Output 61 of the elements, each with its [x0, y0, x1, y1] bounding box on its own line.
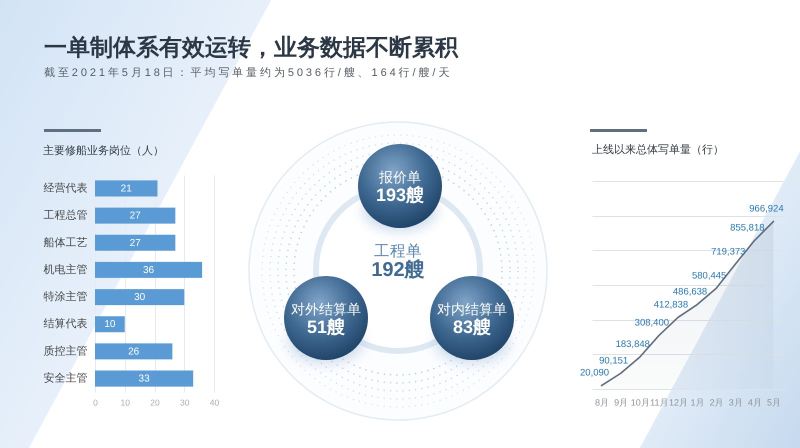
- x-tick-label: 40: [210, 398, 220, 408]
- x-tick-label: 20: [150, 398, 160, 408]
- y-tick-label: 安全主管: [44, 372, 88, 385]
- y-tick-label: 质控主管: [44, 344, 88, 358]
- x-tick-label: 10月: [630, 398, 650, 408]
- x-tick-label: 9月: [614, 398, 628, 408]
- y-tick-label: 特涂主管: [44, 290, 88, 304]
- text: 一单制体系有效运转，业务数据不断累积: [44, 34, 458, 60]
- chart-title: 主要修船业务岗位（人）: [43, 144, 164, 157]
- text: 193艘: [376, 185, 424, 205]
- x-tick-label: 5月: [766, 398, 781, 408]
- bar: [95, 289, 184, 306]
- x-tick-label: 8月: [595, 398, 610, 408]
- data-label: 27: [130, 238, 142, 249]
- y-tick-label: 结算代表: [44, 317, 88, 330]
- x-tick-label: 12月: [668, 398, 688, 408]
- text: 报价单: [379, 169, 421, 185]
- data-label: 10: [104, 319, 116, 330]
- x-tick-label: 30: [180, 398, 190, 408]
- x-tick-label: 10: [120, 398, 130, 408]
- data-label: 20,090: [580, 368, 610, 379]
- bar: [95, 208, 176, 224]
- data-label: 486,638: [672, 286, 708, 298]
- y-tick-label: 船体工艺: [44, 236, 88, 249]
- data-label: 30: [134, 292, 146, 304]
- y-tick-label: 工程总管: [44, 208, 88, 222]
- data-label: 580,445: [692, 270, 726, 282]
- text: 对外结算单: [291, 301, 361, 317]
- bar: [95, 316, 125, 332]
- data-label: 36: [142, 264, 155, 276]
- bar: [95, 234, 176, 251]
- data-label: 27: [130, 210, 142, 222]
- data-label: 966,924: [749, 203, 784, 214]
- data-label: 719,373: [711, 246, 746, 258]
- text: 截至2021年5月18日：平均写单量约为5036行/艘、164行/艘/天: [44, 67, 452, 79]
- data-label: 308,400: [634, 318, 670, 329]
- text: 对内结算单: [437, 301, 507, 317]
- x-tick-label: 4月: [748, 398, 762, 408]
- x-tick-label: 2月: [710, 398, 724, 408]
- bar: [95, 180, 158, 196]
- text: 51艘: [306, 317, 346, 337]
- text: 192艘: [371, 259, 425, 281]
- y-tick-label: 机电主管: [44, 262, 88, 276]
- bar: [95, 343, 172, 360]
- data-label: 855,818: [730, 222, 765, 234]
- text: 工程单: [374, 243, 422, 260]
- text: 83艘: [452, 317, 492, 337]
- chart-title: 上线以来总体写单量（行）: [592, 143, 724, 156]
- x-tick-label: 1月: [690, 398, 705, 408]
- y-tick-label: 经营代表: [44, 181, 88, 194]
- data-label: 183,848: [616, 339, 650, 350]
- x-tick-label: 0: [93, 398, 98, 408]
- data-label: 26: [128, 346, 140, 358]
- data-label: 21: [120, 183, 132, 194]
- bar: [95, 262, 202, 278]
- bar: [95, 370, 194, 387]
- data-label: 90,151: [599, 355, 628, 366]
- x-tick-label: 3月: [728, 398, 743, 408]
- data-label: 33: [138, 374, 150, 385]
- x-tick-label: 11月: [650, 398, 669, 408]
- data-label: 412,838: [654, 299, 688, 310]
